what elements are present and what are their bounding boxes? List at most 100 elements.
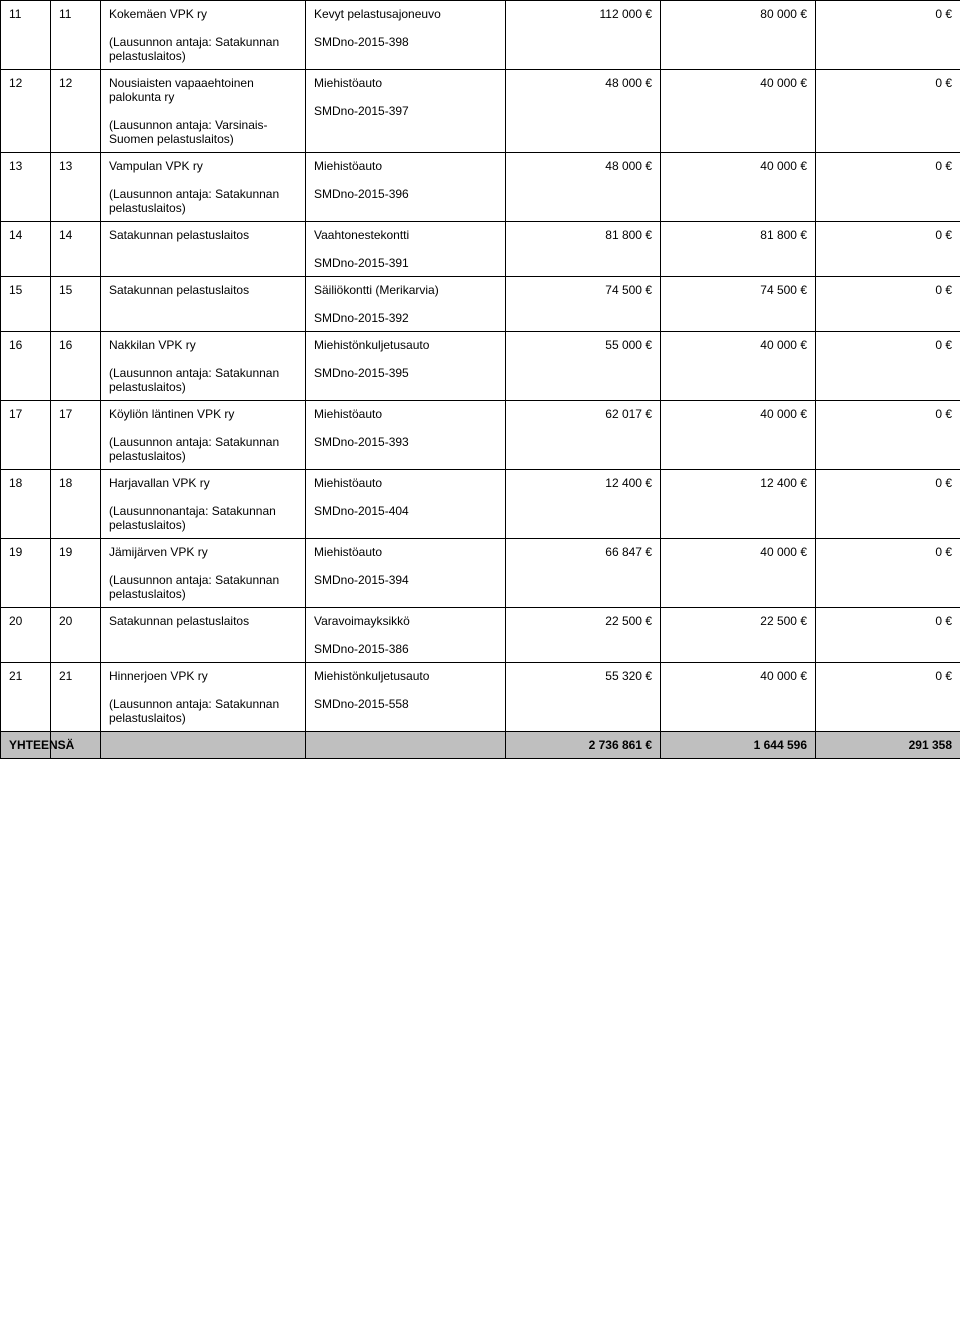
applicant-cell: Satakunnan pelastuslaitos	[101, 222, 306, 277]
item-name: Miehistöauto	[314, 545, 497, 559]
row-number-2: 20	[51, 608, 101, 663]
item-cell: Miehistönkuljetusauto SMDno-2015-558	[306, 663, 506, 732]
applicant-name: Hinnerjoen VPK ry	[109, 669, 297, 683]
applicant-name: Köyliön läntinen VPK ry	[109, 407, 297, 421]
applicant-cell: Satakunnan pelastuslaitos	[101, 608, 306, 663]
amount-2: 12 400 €	[661, 470, 816, 539]
amount-2: 40 000 €	[661, 539, 816, 608]
table-row: 1919Jämijärven VPK ry(Lausunnon antaja: …	[1, 539, 960, 608]
item-cell: Miehistöauto SMDno-2015-404	[306, 470, 506, 539]
amount-2: 22 500 €	[661, 608, 816, 663]
applicant-note: (Lausunnon antaja: Satakunnan pelastusla…	[109, 573, 297, 601]
smd-number: SMDno-2015-404	[314, 504, 497, 518]
amount-3: 0 €	[816, 539, 960, 608]
applicant-note: (Lausunnonantaja: Satakunnan pelastuslai…	[109, 504, 297, 532]
smd-number: SMDno-2015-398	[314, 35, 497, 49]
applicant-note: (Lausunnon antaja: Satakunnan pelastusla…	[109, 366, 297, 394]
amount-1: 66 847 €	[506, 539, 661, 608]
table-row: 2121Hinnerjoen VPK ry(Lausunnon antaja: …	[1, 663, 960, 732]
applicant-cell: Satakunnan pelastuslaitos	[101, 277, 306, 332]
amount-3: 0 €	[816, 663, 960, 732]
amount-1: 12 400 €	[506, 470, 661, 539]
smd-number: SMDno-2015-386	[314, 642, 497, 656]
smd-number: SMDno-2015-391	[314, 256, 497, 270]
row-number-2: 14	[51, 222, 101, 277]
applicant-name: Kokemäen VPK ry	[109, 7, 297, 21]
applicant-cell: Hinnerjoen VPK ry (Lausunnon antaja: Sata…	[101, 663, 306, 732]
applicant-name: Nakkilan VPK ry	[109, 338, 297, 352]
table-row: 1414 Satakunnan pelastuslaitos Vaahtoneste…	[1, 222, 960, 277]
amount-1: 48 000 €	[506, 153, 661, 222]
amount-2: 40 000 €	[661, 153, 816, 222]
amount-1: 55 320 €	[506, 663, 661, 732]
amount-2: 74 500 €	[661, 277, 816, 332]
applicant-name: Satakunnan pelastuslaitos	[109, 614, 297, 628]
item-name: Vaahtonestekontti	[314, 228, 497, 242]
table-row: 1111 Kokemäen VPK ry (Lausunnon antaja: Sa…	[1, 1, 960, 70]
amount-1: 112 000 €	[506, 1, 661, 70]
total-empty-3	[306, 732, 506, 759]
applicant-note: (Lausunnon antaja: Satakunnan pelastusla…	[109, 697, 297, 725]
table-row: 1717Köyliön läntinen VPK ry(Lausunnon an…	[1, 401, 960, 470]
row-number-2: 11	[51, 1, 101, 70]
row-number-1: 20	[1, 608, 51, 663]
applicant-name: Satakunnan pelastuslaitos	[109, 283, 297, 297]
smd-number: SMDno-2015-397	[314, 104, 497, 118]
amount-3: 0 €	[816, 608, 960, 663]
smd-number: SMDno-2015-558	[314, 697, 497, 711]
amount-2: 81 800 €	[661, 222, 816, 277]
amount-3: 0 €	[816, 470, 960, 539]
table-row: 1515Satakunnan pelastuslaitosSäiliökontt…	[1, 277, 960, 332]
amount-3: 0 €	[816, 1, 960, 70]
amount-1: 55 000 €	[506, 332, 661, 401]
amount-3: 0 €	[816, 332, 960, 401]
row-number-2: 15	[51, 277, 101, 332]
amount-2: 40 000 €	[661, 332, 816, 401]
amount-1: 48 000 €	[506, 70, 661, 153]
total-empty-2	[101, 732, 306, 759]
item-name: Varavoimayksikkö	[314, 614, 497, 628]
item-cell: Säiliökontti (Merikarvia)SMDno-2015-392	[306, 277, 506, 332]
applicant-note: (Lausunnon antaja: Satakunnan pelastusla…	[109, 435, 297, 463]
amount-1: 81 800 €	[506, 222, 661, 277]
applicant-cell: Nousiaisten vapaaehtoinen palokunta ry(L…	[101, 70, 306, 153]
row-number-1: 19	[1, 539, 51, 608]
row-number-2: 16	[51, 332, 101, 401]
applicant-cell: Nakkilan VPK ry (Lausunnon antaja: Sataku…	[101, 332, 306, 401]
total-row: YHTEENSÄ2 736 861 €1 644 596291 358	[1, 732, 960, 759]
item-name: Miehistönkuljetusauto	[314, 669, 497, 683]
row-number-1: 14	[1, 222, 51, 277]
amount-3: 0 €	[816, 70, 960, 153]
item-name: Miehistönkuljetusauto	[314, 338, 497, 352]
table-row: 1818Harjavallan VPK ry(Lausunnonantaja: …	[1, 470, 960, 539]
row-number-2: 21	[51, 663, 101, 732]
smd-number: SMDno-2015-393	[314, 435, 497, 449]
amount-2: 40 000 €	[661, 401, 816, 470]
item-name: Miehistöauto	[314, 476, 497, 490]
applicant-cell: Köyliön läntinen VPK ry (Lausunnon antaja…	[101, 401, 306, 470]
row-number-2: 18	[51, 470, 101, 539]
amount-3: 0 €	[816, 222, 960, 277]
row-number-2: 12	[51, 70, 101, 153]
amount-2: 40 000 €	[661, 663, 816, 732]
row-number-1: 16	[1, 332, 51, 401]
item-cell: MiehistöautoSMDno-2015-396	[306, 153, 506, 222]
total-label: YHTEENSÄ	[1, 732, 51, 759]
item-name: Miehistöauto	[314, 76, 497, 90]
amount-1: 62 017 €	[506, 401, 661, 470]
table-row: 1313Vampulan VPK ry(Lausunnon antaja: Sa…	[1, 153, 960, 222]
smd-number: SMDno-2015-392	[314, 311, 497, 325]
amount-3: 0 €	[816, 153, 960, 222]
applicant-note: (Lausunnon antaja: Satakunnan pelastusla…	[109, 35, 297, 63]
applicant-note: (Lausunnon antaja: Varsinais-Suomen pela…	[109, 118, 297, 146]
table-row: 1212Nousiaisten vapaaehtoinen palokunta …	[1, 70, 960, 153]
row-number-1: 11	[1, 1, 51, 70]
amount-2: 40 000 €	[661, 70, 816, 153]
row-number-1: 13	[1, 153, 51, 222]
applicant-name: Satakunnan pelastuslaitos	[109, 228, 297, 242]
item-cell: Varavoimayksikkö SMDno-2015-386	[306, 608, 506, 663]
smd-number: SMDno-2015-394	[314, 573, 497, 587]
table-row: 1616 Nakkilan VPK ry (Lausunnon antaja: Sa…	[1, 332, 960, 401]
item-cell: Miehistöauto SMDno-2015-394	[306, 539, 506, 608]
applicant-cell: Jämijärven VPK ry(Lausunnon antaja: Sata…	[101, 539, 306, 608]
